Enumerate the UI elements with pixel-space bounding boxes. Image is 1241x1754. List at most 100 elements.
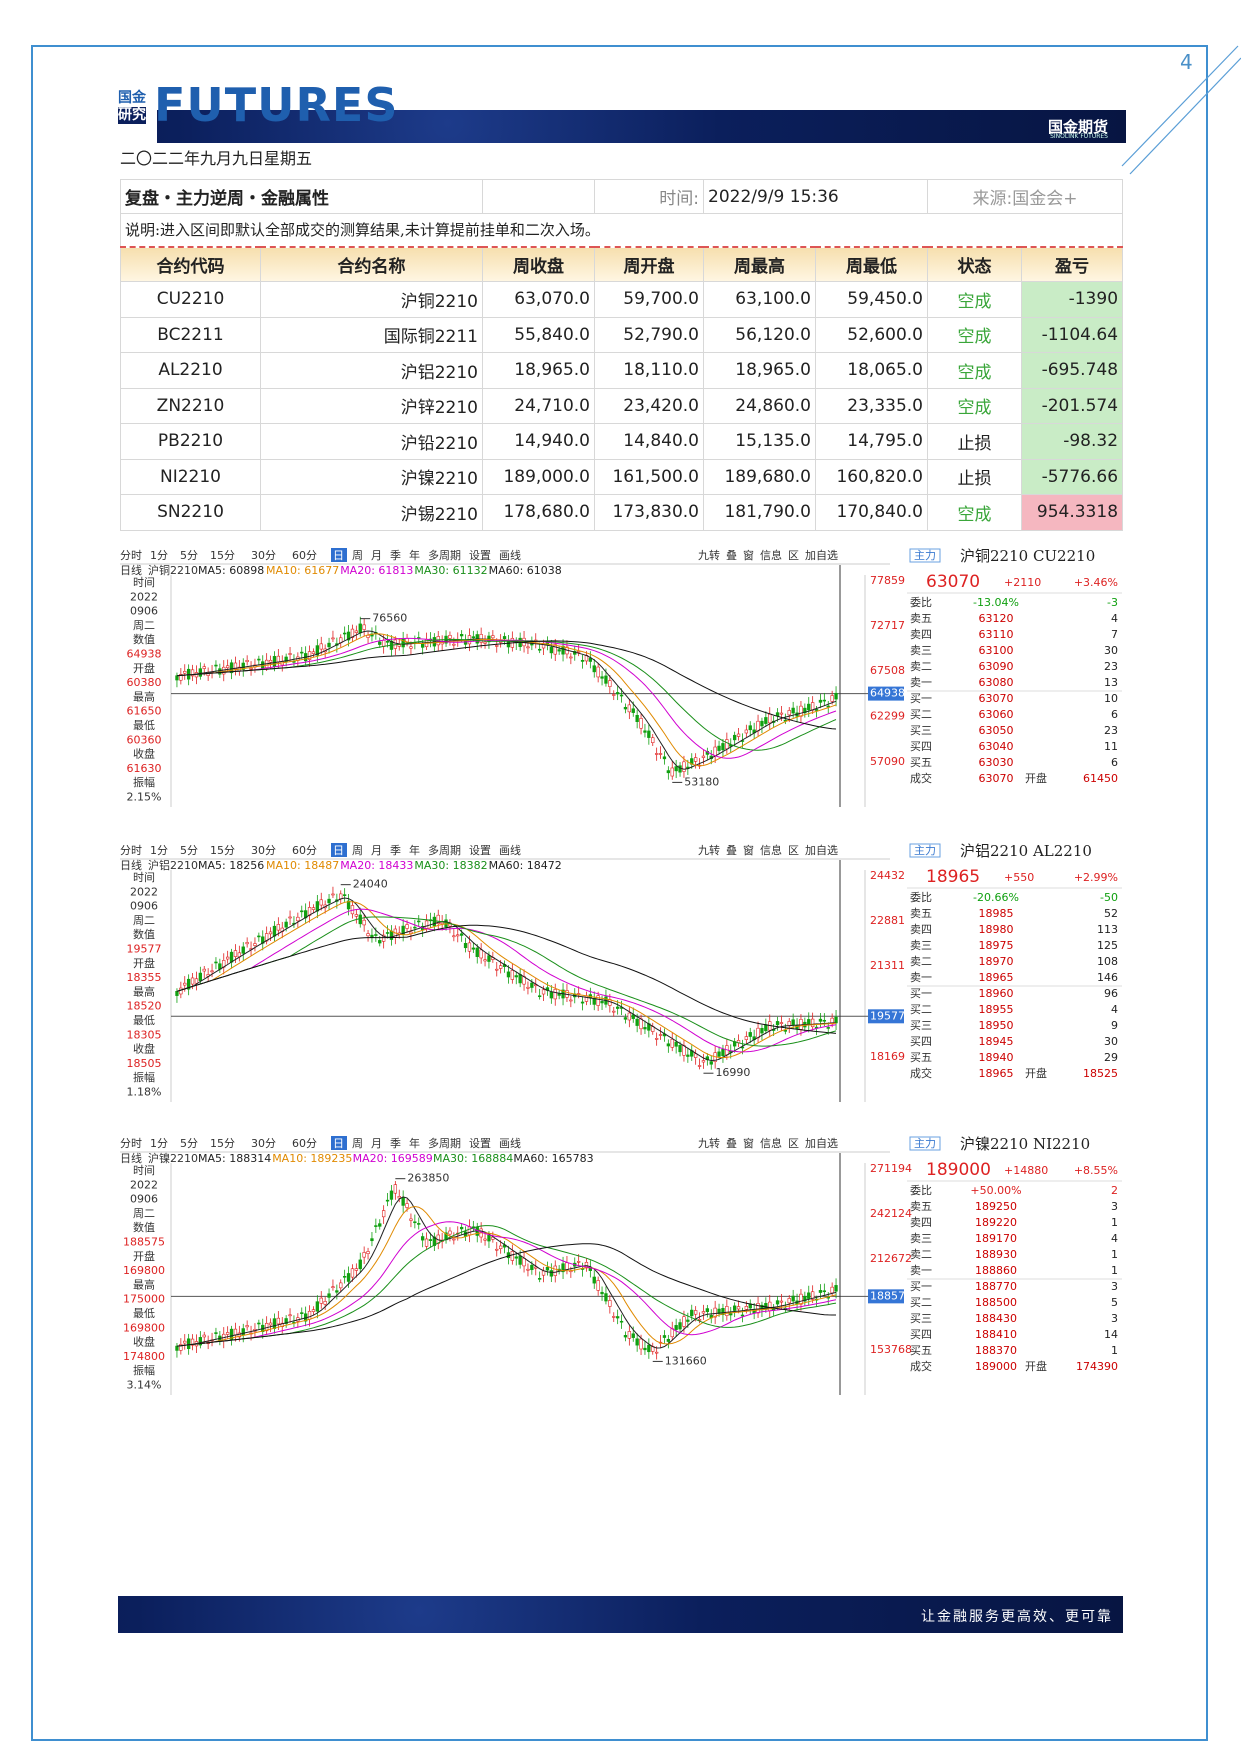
tool[interactable]: 九转 — [698, 843, 720, 857]
candle-body — [670, 1038, 674, 1048]
candle-body — [510, 970, 515, 980]
candle-body — [346, 900, 351, 910]
candle-body — [385, 1199, 390, 1202]
toolbar-tab[interactable]: 周 — [352, 1137, 363, 1150]
logo-top: 国金 — [118, 90, 146, 106]
tool[interactable]: 九转 — [698, 1136, 720, 1150]
toolbar-tab[interactable]: 60分 — [292, 549, 317, 562]
candle-body — [467, 942, 472, 952]
toolbar-tab[interactable]: 分时 — [120, 844, 142, 857]
toolbar-tab[interactable]: 年 — [409, 548, 420, 562]
toolbar-tab[interactable]: 设置 — [469, 1137, 491, 1150]
toolbar-tab[interactable]: 1分 — [150, 844, 168, 857]
tool[interactable]: 信息 — [760, 1136, 782, 1150]
toolbar-tab[interactable]: 画线 — [499, 548, 521, 562]
tool[interactable]: 加自选 — [805, 549, 838, 562]
toolbar-tab[interactable]: 30分 — [251, 549, 276, 562]
candle-body — [229, 662, 234, 674]
toolbar-tab[interactable]: 多周期 — [428, 548, 461, 562]
toolbar-tab[interactable]: 画线 — [499, 843, 521, 857]
toolbar-tab[interactable]: 周 — [352, 844, 363, 857]
tool[interactable]: 区 — [788, 549, 799, 562]
tool[interactable]: 叠 — [726, 1137, 737, 1150]
candle-body — [619, 694, 624, 697]
candle-body — [487, 955, 491, 962]
candle-body — [604, 1293, 608, 1302]
candle-body — [779, 1022, 784, 1024]
candle-body — [686, 1054, 690, 1057]
tool[interactable]: 叠 — [726, 549, 737, 562]
cell: 14,795.0 — [815, 423, 928, 460]
toolbar-tab[interactable]: 15分 — [210, 549, 235, 562]
tool[interactable]: 区 — [788, 1137, 799, 1150]
toolbar-tab[interactable]: 1分 — [150, 1137, 168, 1150]
toolbar-tab[interactable]: 月 — [371, 844, 382, 857]
logo-bottom: 研究 — [118, 107, 146, 124]
candle-body — [288, 653, 292, 655]
book-volume: 30 — [1104, 1035, 1118, 1048]
toolbar-tab[interactable]: 周 — [352, 549, 363, 562]
toolbar-tab[interactable]: 分时 — [120, 549, 142, 562]
toolbar-tab[interactable]: 多周期 — [428, 843, 461, 857]
toolbar-tab[interactable]: 分时 — [120, 1137, 142, 1150]
cell: -98.32 — [1020, 423, 1124, 460]
book-price: 63110 — [979, 628, 1014, 641]
candle-body — [502, 636, 507, 640]
ma-label: MA30: 168884 — [433, 1152, 513, 1165]
tab-selected — [331, 843, 347, 857]
tool[interactable]: 加自选 — [805, 844, 838, 857]
toolbar-tab[interactable]: 季 — [390, 549, 401, 562]
book-volume: 13 — [1104, 676, 1118, 689]
toolbar-tab[interactable]: 1分 — [150, 549, 168, 562]
tool[interactable]: 加自选 — [805, 1137, 838, 1150]
symbol: 沪铝2210 — [148, 858, 198, 872]
candle-body — [596, 995, 600, 1006]
candle-body — [635, 714, 639, 722]
toolbar-tab[interactable]: 年 — [409, 843, 420, 857]
toolbar-tab[interactable]: 60分 — [292, 844, 317, 857]
candle-body — [409, 646, 413, 649]
toolbar-tab[interactable]: 30分 — [251, 1137, 276, 1150]
toolbar-tab[interactable]: 5分 — [180, 549, 198, 562]
toolbar-tab[interactable]: 多周期 — [428, 1136, 461, 1150]
candle-body — [311, 651, 316, 654]
ma-label: MA30: 61132 — [414, 564, 487, 577]
toolbar-tab[interactable]: 日 — [333, 549, 344, 562]
candle-body — [327, 898, 331, 904]
ma-line — [176, 638, 837, 751]
candle-body — [366, 933, 370, 937]
toolbar-tab[interactable]: 季 — [390, 1137, 401, 1150]
tool[interactable]: 九转 — [698, 548, 720, 562]
toolbar-tab[interactable]: 画线 — [499, 1136, 521, 1150]
candle-body — [401, 925, 405, 935]
tool[interactable]: 窗 — [743, 548, 754, 562]
tool[interactable]: 信息 — [760, 548, 782, 562]
toolbar-tab[interactable]: 日 — [333, 1137, 344, 1150]
toolbar-tab[interactable]: 设置 — [469, 844, 491, 857]
tool[interactable]: 叠 — [726, 844, 737, 857]
candle-body — [514, 1256, 518, 1259]
toolbar-tab[interactable]: 设置 — [469, 549, 491, 562]
tool[interactable]: 窗 — [743, 843, 754, 857]
toolbar-tab[interactable]: 月 — [371, 1137, 382, 1150]
toolbar-tab[interactable]: 60分 — [292, 1137, 317, 1150]
candle-body — [721, 1308, 725, 1316]
toolbar-tab[interactable]: 15分 — [210, 1137, 235, 1150]
book-volume: 1 — [1111, 1248, 1118, 1261]
toolbar-tab[interactable]: 30分 — [251, 844, 276, 857]
toolbar-tab[interactable]: 15分 — [210, 844, 235, 857]
open-label: 开盘 — [1025, 1359, 1047, 1373]
trade-label: 成交 — [910, 1066, 932, 1080]
toolbar-tab[interactable]: 日 — [333, 844, 344, 857]
toolbar-tab[interactable]: 5分 — [180, 1137, 198, 1150]
open-label: 开盘 — [1025, 771, 1047, 785]
tool[interactable]: 窗 — [743, 1136, 754, 1150]
toolbar-tab[interactable]: 5分 — [180, 844, 198, 857]
toolbar-tab[interactable]: 季 — [390, 844, 401, 857]
tool[interactable]: 区 — [788, 844, 799, 857]
tool[interactable]: 信息 — [760, 843, 782, 857]
toolbar-tab[interactable]: 月 — [371, 549, 382, 562]
candle-body — [183, 671, 187, 674]
candle-body — [534, 1266, 538, 1269]
toolbar-tab[interactable]: 年 — [409, 1136, 420, 1150]
